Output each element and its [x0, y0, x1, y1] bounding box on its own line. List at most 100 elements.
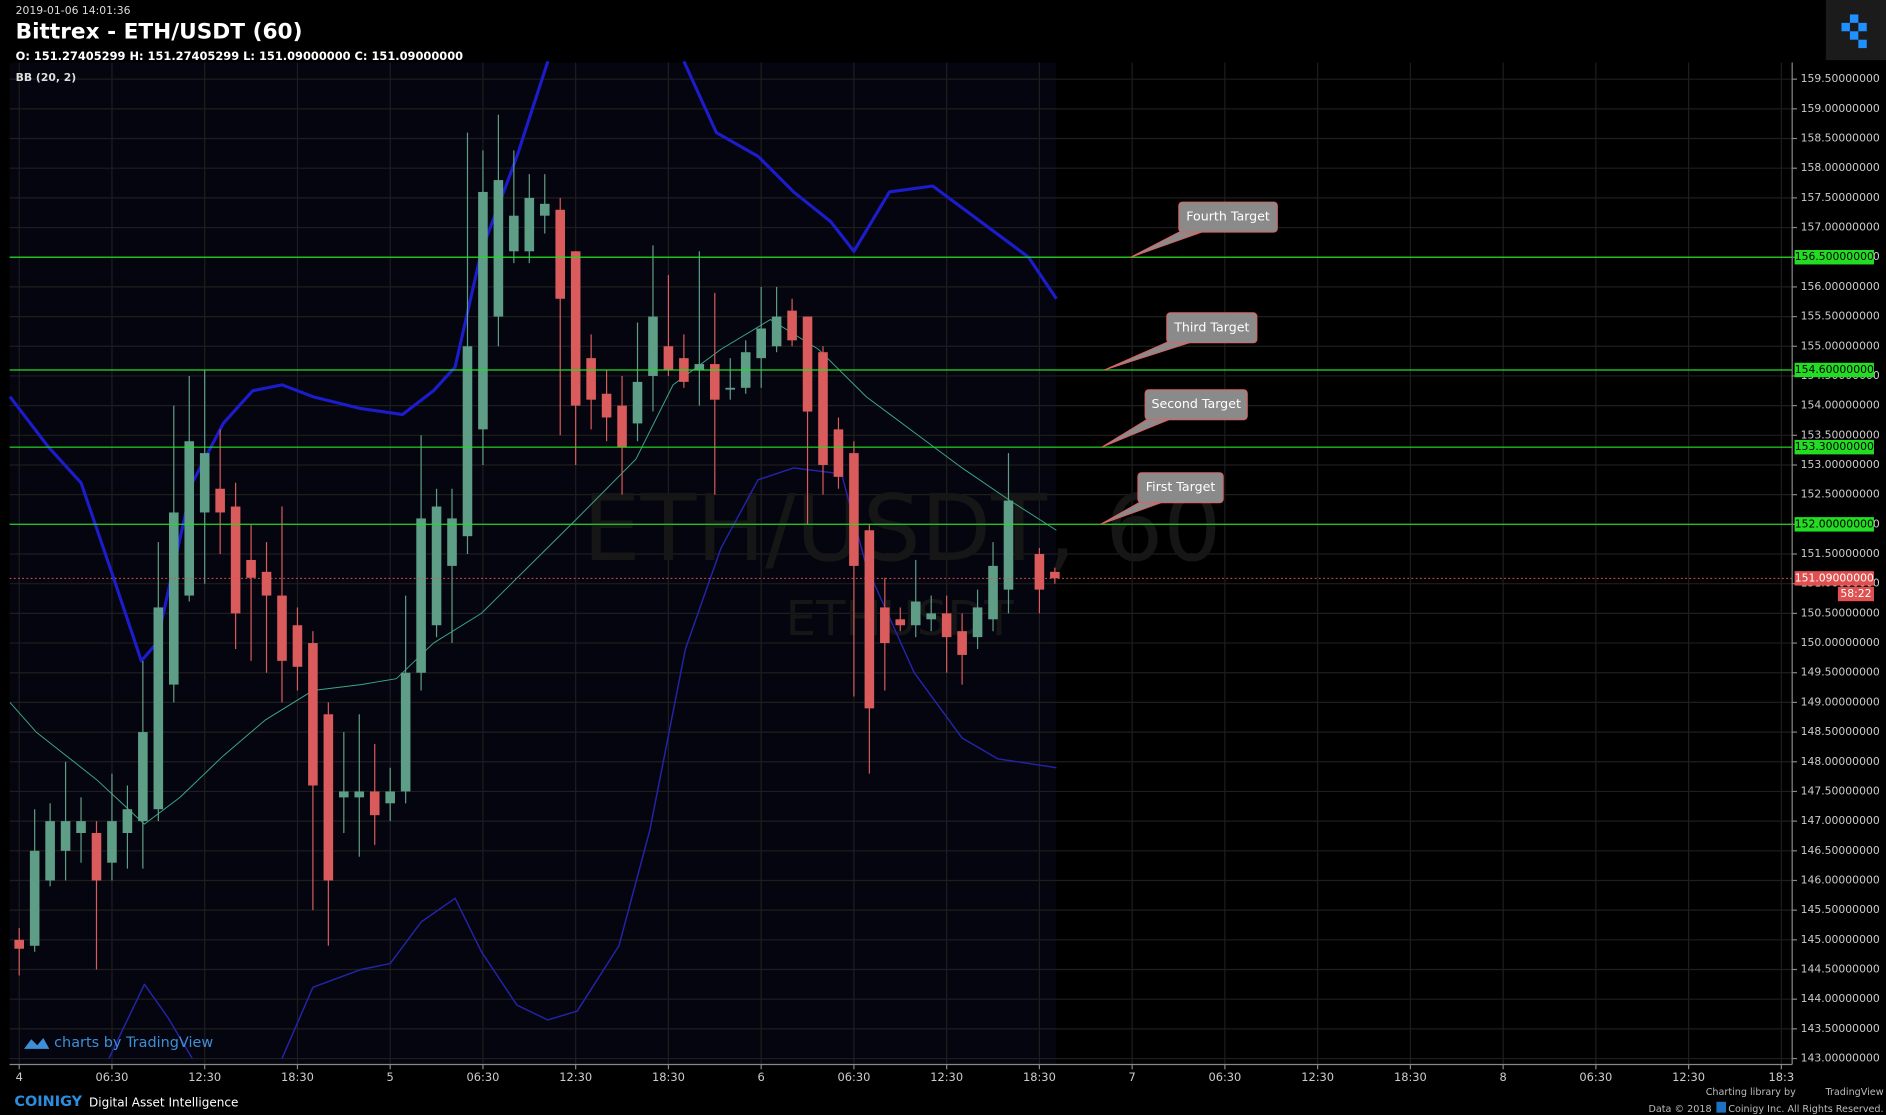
candle-body [632, 381, 643, 424]
candle-body [385, 791, 395, 804]
candle-body [107, 821, 117, 863]
candle-body [45, 821, 55, 881]
callout-box[interactable] [1144, 389, 1248, 421]
candle-body [524, 197, 535, 252]
tv-badge[interactable]: charts by TradingView [24, 1035, 213, 1051]
candle-body [478, 191, 488, 430]
timestamp: 2019-01-06 14:01:36 [16, 4, 131, 17]
tagline: Digital Asset Intelligence [89, 1095, 238, 1109]
candle-body [29, 850, 40, 946]
candle-body [308, 643, 318, 786]
level-label-box [1794, 250, 1874, 265]
candle-body [1034, 554, 1045, 590]
candle-body [725, 387, 736, 390]
last-price-label: 151.09000000 [1795, 571, 1874, 584]
candle-body [354, 791, 365, 798]
candle-body [926, 613, 936, 620]
y-tick-label: 156.00000000 [1801, 280, 1880, 293]
y-tick-label: 144.00000000 [1801, 992, 1880, 1005]
data-note: Data © 2018 [1648, 1104, 1711, 1115]
y-tick-label: 159.50000000 [1801, 72, 1880, 85]
candle-body [648, 316, 658, 376]
callout-box[interactable] [1166, 312, 1258, 344]
candle-body [771, 316, 782, 347]
callout-label: Second Target [1151, 396, 1240, 411]
y-tick-label: 151.50000000 [1801, 547, 1880, 560]
level-label: 154.60000000 [1795, 363, 1874, 376]
x-tick-label: 06:30 [1208, 1070, 1241, 1084]
band-line [8, 60, 550, 663]
candle-body [60, 821, 71, 851]
y-tick-label: 148.00000000 [1801, 755, 1880, 768]
rights: Coinigy Inc. All Rights Reserved. [1728, 1104, 1883, 1115]
level-label: 152.00000000 [1795, 517, 1874, 530]
x-tick-label: 06:30 [466, 1070, 499, 1084]
x-tick-label: 4 [16, 1070, 23, 1084]
callout-box[interactable] [1137, 472, 1224, 504]
y-tick-label: 154.00000000 [1801, 399, 1880, 412]
candle-body [555, 209, 566, 299]
candle-body [138, 732, 148, 822]
y-tick-label: 157.00000000 [1801, 221, 1880, 234]
tv-badge-text: charts by TradingView [54, 1035, 213, 1051]
candle-body [493, 180, 504, 317]
x-tick-label: 06:30 [837, 1070, 870, 1084]
x-tick-label: 7 [1129, 1070, 1136, 1084]
candle-body [617, 405, 627, 448]
y-tick-label: 159.00000000 [1801, 102, 1880, 115]
candle-body [153, 607, 164, 810]
callout-label: Fourth Target [1186, 209, 1270, 224]
y-tick-label: 143.00000000 [1801, 1052, 1880, 1065]
y-tick-label: 144.50000000 [1801, 963, 1880, 976]
y-tick-label: 149.50000000 [1801, 666, 1880, 679]
callout-label: First Target [1146, 479, 1216, 494]
level-label-box [1794, 362, 1874, 378]
x-tick-label: 12:30 [188, 1070, 221, 1084]
y-tick-label: 153.00000000 [1801, 458, 1880, 471]
x-tick-label: 18:30 [1023, 1070, 1056, 1084]
candle-body [447, 518, 457, 566]
plot: First Target Second Target Third Target Fou… [8, 60, 1793, 1059]
candle-body [833, 429, 844, 477]
candle-body [710, 364, 720, 400]
y-tick-label: 157.50000000 [1801, 191, 1880, 204]
candle-body [14, 939, 24, 949]
y-tick-label: 152.50000000 [1801, 488, 1880, 501]
candle-body [601, 393, 612, 418]
candle-body [230, 506, 241, 614]
logo-box[interactable] [1825, 0, 1886, 61]
x-tick-label: 12:30 [1301, 1070, 1334, 1084]
y-tick-label: 150.50000000 [1801, 606, 1880, 619]
x-tick-label: 12:30 [930, 1070, 963, 1084]
callout-box[interactable] [1178, 201, 1278, 233]
y-tick-label: 145.50000000 [1801, 903, 1880, 916]
y-tick-label: 149.00000000 [1801, 695, 1880, 708]
countdown-label: 58:22 [1840, 587, 1871, 600]
y-tick-label: 146.00000000 [1801, 873, 1880, 886]
candle-body [277, 595, 287, 661]
y-tick-label: 147.00000000 [1801, 814, 1880, 827]
candle-body [416, 518, 426, 673]
x-tick-label: 5 [387, 1070, 394, 1084]
candle-body [215, 488, 225, 513]
candle-body [168, 512, 179, 685]
y-tick-label: 155.50000000 [1801, 310, 1880, 323]
last-price-box [1794, 571, 1874, 586]
candle-body [462, 346, 473, 537]
candle-body [199, 453, 210, 513]
band-line [281, 467, 1057, 1059]
x-tick-label: 6 [758, 1070, 765, 1084]
candle-body [76, 821, 86, 833]
countdown-box [1837, 586, 1874, 602]
x-tick-label: 06:30 [96, 1070, 129, 1084]
ohlc-readout: O: 151.27405299 H: 151.27405299 L: 151.0… [16, 49, 464, 63]
candle-body [988, 565, 998, 620]
candle-body [246, 559, 256, 578]
candle-body [570, 251, 581, 406]
library-name: TradingView [1825, 1087, 1884, 1098]
x-tick-label: 12:30 [1672, 1070, 1705, 1084]
y-tick-label: 143.50000000 [1801, 1022, 1880, 1035]
candle-body [1003, 500, 1014, 590]
band-line [108, 983, 193, 1059]
